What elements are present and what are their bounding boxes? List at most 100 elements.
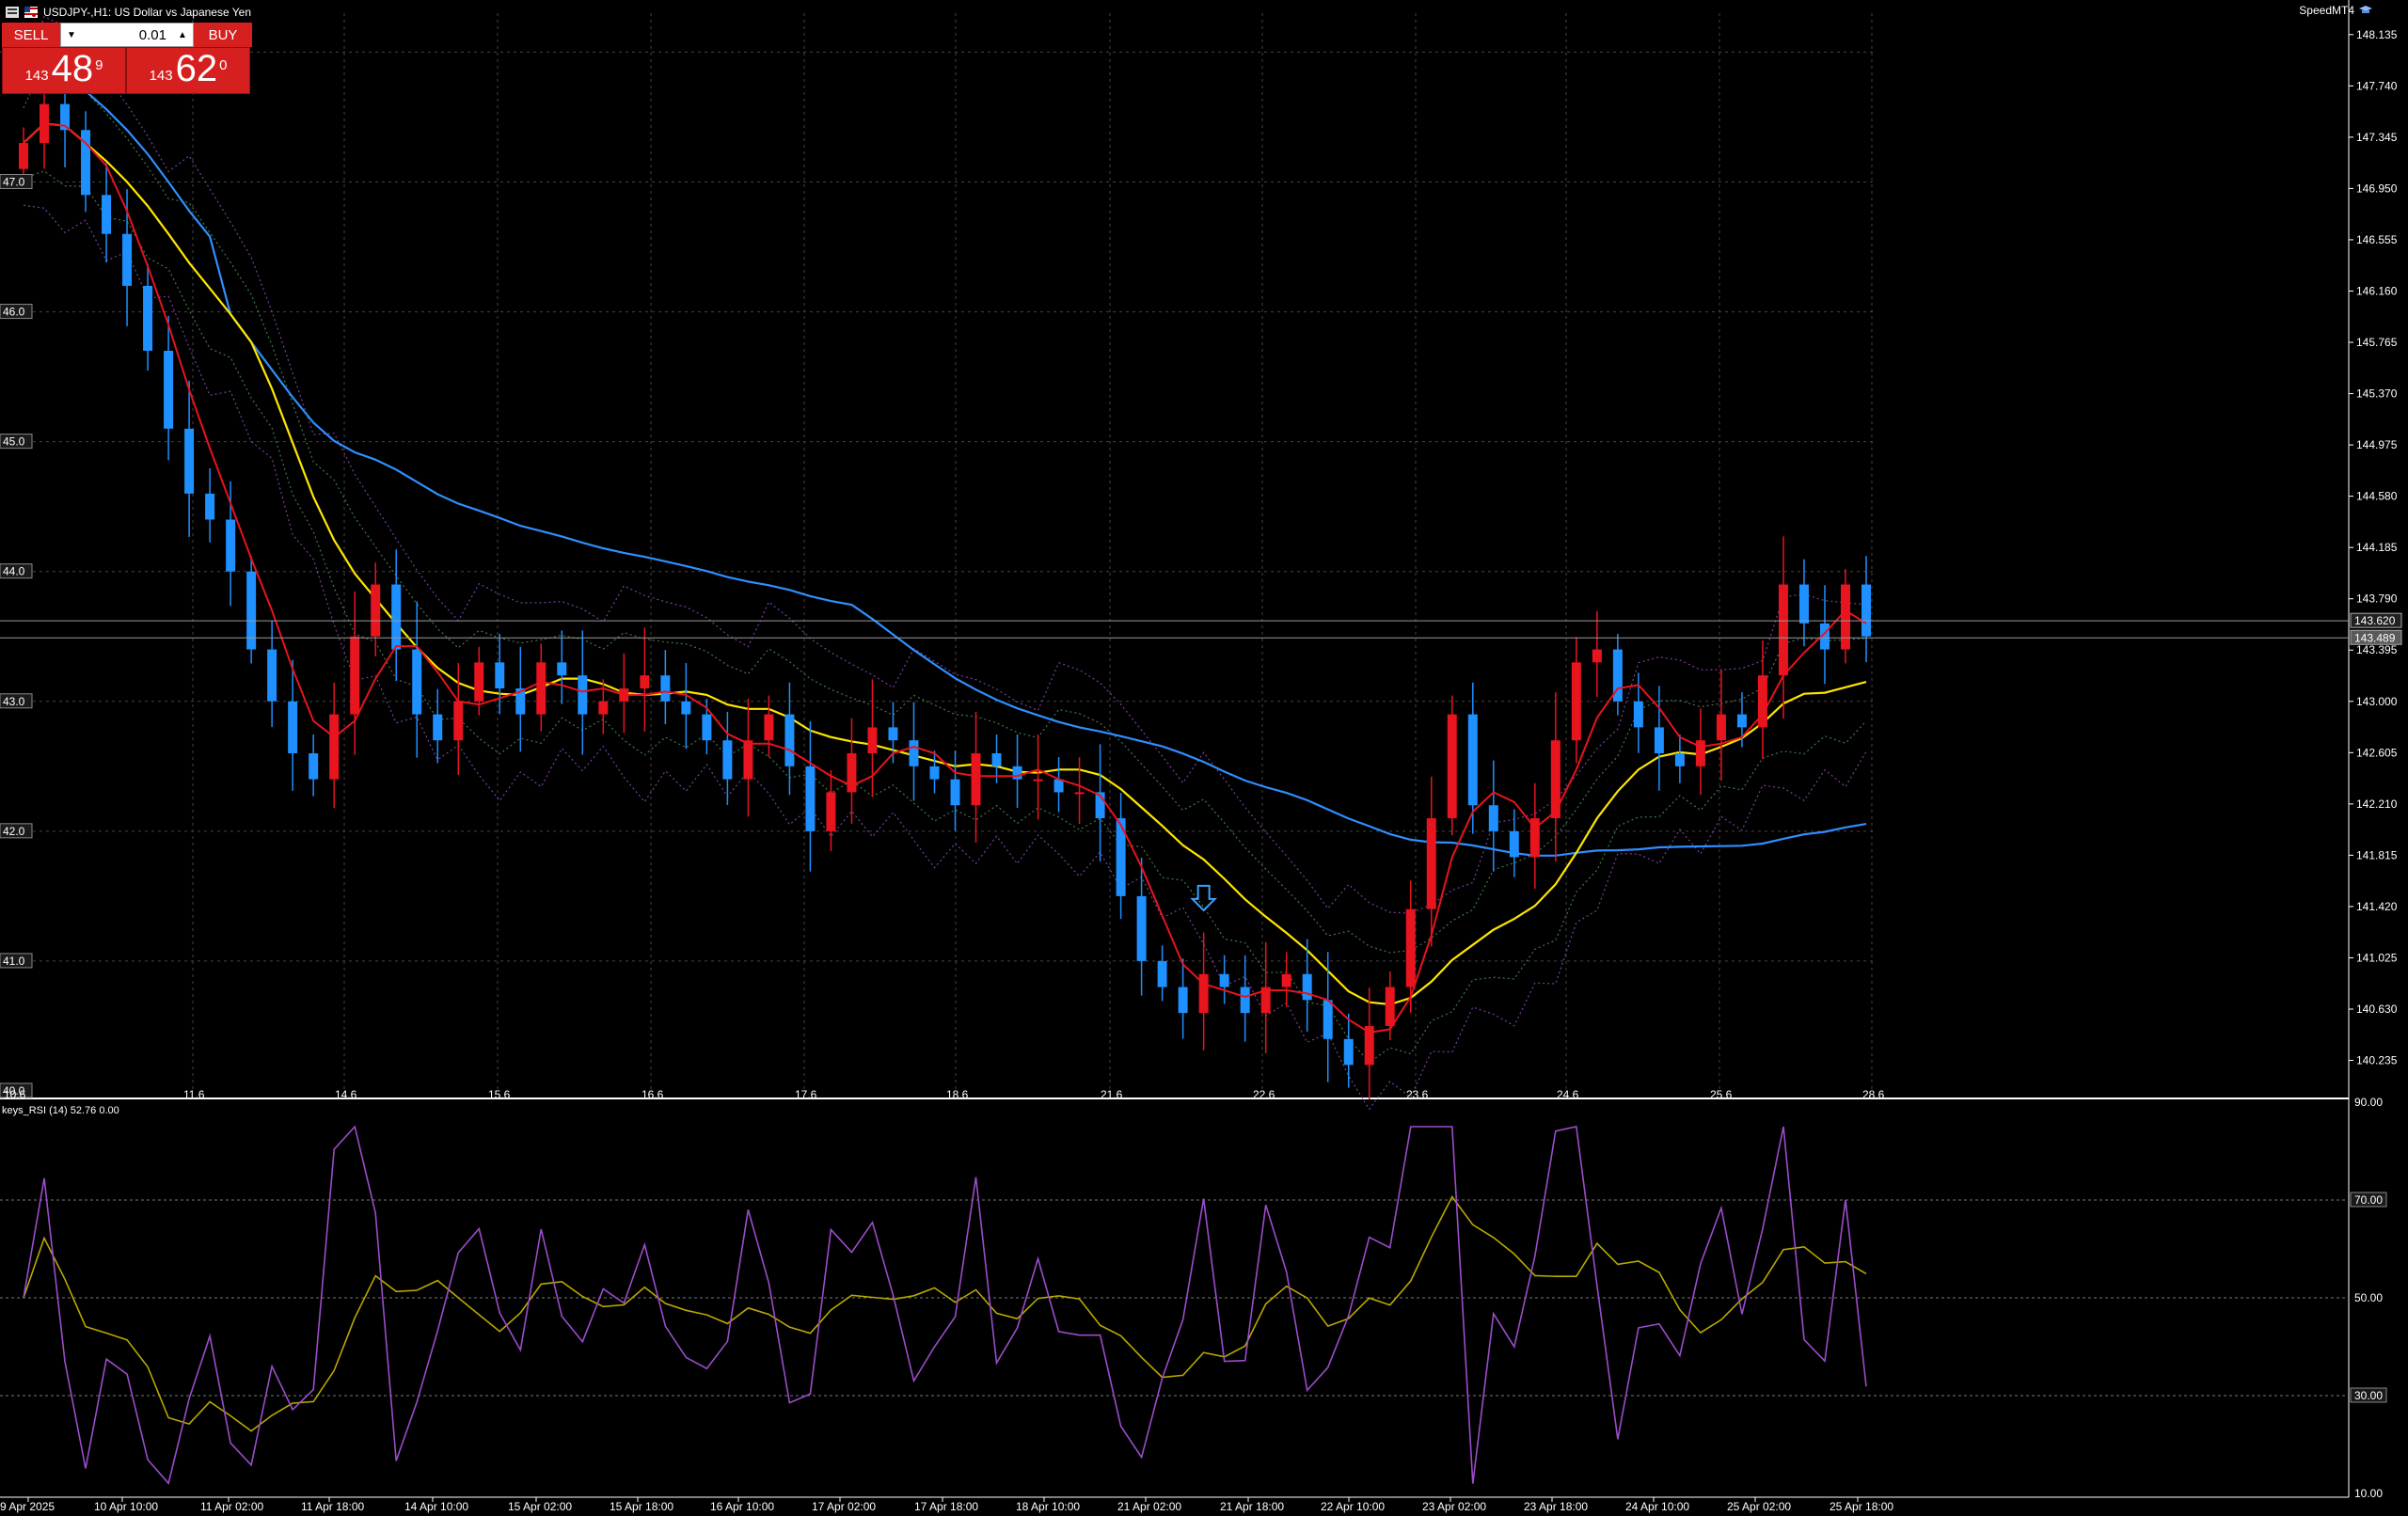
rsi-indicator-label: keys_RSI (14) 52.76 0.00 (2, 1105, 119, 1116)
level-label: 40.0 (3, 1084, 25, 1098)
candle-body (1612, 649, 1623, 702)
candle-body (1364, 1025, 1374, 1066)
candle-body (1054, 779, 1064, 793)
day-labels: 10.6 11.6 14.6 15.6 16.6 17.6 18.6 21.6 22.6 23.6… (4, 1088, 1885, 1101)
level-label: 47.0 (3, 175, 25, 188)
trade-panel-top-row: SELL ▼ ▲ BUY (2, 23, 252, 47)
brand-name: SpeedMT4 (2299, 4, 2354, 17)
time-label: 24 Apr 10:00 (1625, 1500, 1689, 1513)
candle-body (867, 727, 878, 754)
candle-body (1012, 766, 1022, 780)
rsi-panel[interactable]: 90.00 70.00 50.00 30.00 10.00 (0, 1096, 2387, 1500)
band-upper (23, 62, 1867, 954)
price-tick-label: 143.000 (2356, 695, 2398, 708)
lot-decrease-icon[interactable]: ▼ (67, 29, 76, 40)
candle-body (971, 753, 981, 806)
band-lower (23, 170, 1867, 1064)
candle-body (1260, 987, 1271, 1014)
sell-button[interactable]: SELL (2, 23, 60, 47)
lot-size-control: ▼ ▲ (60, 23, 194, 47)
candle-body (309, 753, 319, 780)
time-axis[interactable]: 9 Apr 2025 10 Apr 10:00 11 Apr 02:00 11 Apr… (0, 1497, 1893, 1513)
candle-body (122, 233, 133, 286)
buy-button[interactable]: BUY (194, 23, 252, 47)
candle-body (1592, 649, 1602, 663)
candle-body (1405, 908, 1416, 987)
day-label: 25.6 (1710, 1088, 1733, 1101)
time-label: 21 Apr 18:00 (1220, 1500, 1284, 1513)
level-label-box (0, 953, 33, 969)
candle-body (1385, 987, 1395, 1026)
candle-body (557, 662, 567, 676)
candle-body (722, 740, 733, 780)
price-tick-label: 142.605 (2356, 746, 2398, 759)
candle-body (81, 130, 91, 196)
price-tick-label: 141.420 (2356, 900, 2398, 913)
lot-size-input[interactable] (82, 25, 172, 44)
candle-body (1716, 714, 1726, 741)
candle-body (991, 753, 1002, 766)
candle-body (743, 740, 753, 780)
level-label: 42.0 (3, 825, 25, 838)
sell-price-button[interactable]: 143 48 9 (2, 47, 126, 94)
price-tick-label: 146.160 (2356, 284, 2398, 297)
candle-body (329, 714, 340, 780)
candle-body (1074, 792, 1085, 795)
time-label: 10 Apr 10:00 (94, 1500, 158, 1513)
day-label: 15.6 (488, 1088, 511, 1101)
candle-body (1447, 714, 1457, 819)
level-labels: 47.0 46.0 45.0 44.0 43.0 42.0 41.0 40.0 (0, 173, 33, 1098)
candle-body (1323, 1000, 1333, 1039)
candle-body (515, 687, 526, 715)
ma-fast-line (23, 122, 1867, 1034)
price-tick-label: 145.370 (2356, 387, 2398, 401)
price-tick-label: 143.790 (2356, 592, 2398, 606)
candle-body (1509, 830, 1519, 858)
candle-body (1654, 727, 1664, 754)
time-label: 9 Apr 2025 (0, 1500, 55, 1513)
price-tick-label: 148.135 (2356, 28, 2398, 41)
price-tick-label: 143.395 (2356, 643, 2398, 656)
candle-body (1343, 1038, 1354, 1066)
ma-long-line (23, 70, 1867, 857)
price-axis[interactable]: 148.135 147.740 147.345 146.950 146.555 146.1… (2349, 28, 2398, 1067)
candle-body (1529, 818, 1540, 858)
price-tick-label: 144.185 (2356, 541, 2398, 554)
level-label: 43.0 (3, 695, 25, 708)
candle-body (60, 103, 71, 131)
candle-body (184, 428, 195, 494)
rsi-level-box (2350, 1387, 2387, 1403)
buy-price-button[interactable]: 143 62 0 (126, 47, 250, 94)
price-tick-label: 141.025 (2356, 951, 2398, 964)
rsi-tick-label: 90.00 (2354, 1096, 2383, 1109)
candle-body (660, 675, 671, 702)
time-label: 25 Apr 18:00 (1830, 1500, 1893, 1513)
chart-menu-icon[interactable] (6, 7, 19, 18)
candle-body (909, 740, 919, 766)
level-label-box (0, 304, 33, 320)
candle-body (1240, 987, 1250, 1014)
day-label: 22.6 (1253, 1088, 1275, 1101)
chart-title-bar: USDJPY-,H1: US Dollar vs Japanese Yen (6, 4, 251, 21)
day-label: 14.6 (335, 1088, 357, 1101)
candle-body (1116, 818, 1126, 896)
candle-body (1550, 740, 1560, 819)
price-tick-label: 146.555 (2356, 233, 2398, 246)
current-price-label: 143.620 (2354, 614, 2396, 627)
price-tick-label: 141.815 (2356, 848, 2398, 861)
day-label: 28.6 (1862, 1088, 1885, 1101)
candle-body (1778, 584, 1788, 676)
chart-grid (0, 0, 2350, 1498)
candle-body (826, 792, 836, 831)
rsi-level-box (2350, 1192, 2387, 1208)
candle-body (578, 675, 588, 715)
candle-body (1674, 753, 1685, 766)
down-arrow-icon (1190, 884, 1218, 912)
lot-increase-icon[interactable]: ▲ (178, 29, 187, 40)
candle-body (1136, 895, 1147, 961)
candle-body (1157, 960, 1167, 987)
price-tick-label: 147.345 (2356, 131, 2398, 144)
time-label: 16 Apr 10:00 (710, 1500, 774, 1513)
price-tick-label: 140.630 (2356, 1003, 2398, 1016)
